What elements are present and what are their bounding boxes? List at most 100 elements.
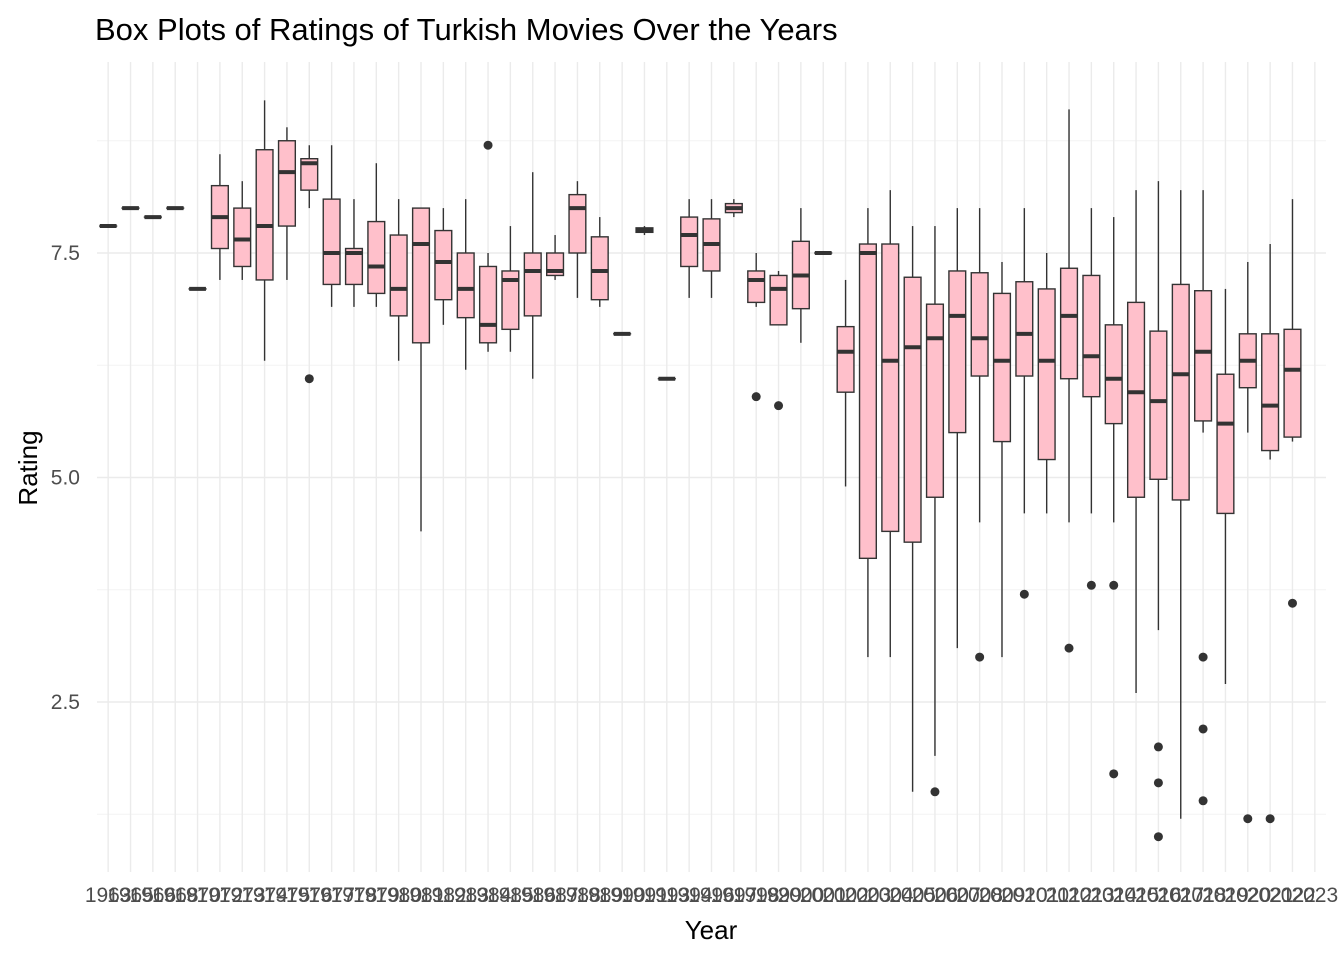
outlier-point	[1198, 652, 1208, 662]
box-2021	[1261, 244, 1280, 824]
iqr-box	[1171, 283, 1190, 501]
iqr-box	[836, 325, 855, 393]
iqr-box	[255, 149, 274, 281]
x-tick-label: 1978	[331, 884, 378, 907]
outlier-point	[774, 401, 784, 411]
outlier-point	[483, 140, 493, 150]
outlier-point	[1287, 598, 1297, 608]
box-2007	[948, 208, 967, 649]
iqr-box	[501, 270, 520, 331]
box-2016	[1149, 181, 1168, 842]
box-2019	[1216, 288, 1235, 685]
outlier-point	[1109, 769, 1119, 779]
iqr-box	[1194, 290, 1213, 422]
outlier-point	[751, 392, 761, 402]
iqr-box	[1216, 373, 1235, 515]
x-tick-label: 2002	[822, 884, 869, 907]
box-2018	[1194, 190, 1213, 806]
x-tick-label: 1994	[666, 884, 713, 907]
outlier-point	[1153, 832, 1163, 842]
iqr-box	[411, 207, 431, 344]
box-1976	[300, 145, 319, 384]
box-2015	[1126, 190, 1146, 694]
iqr-box	[1037, 288, 1056, 461]
iqr-box	[322, 198, 341, 286]
iqr-box	[1126, 301, 1146, 498]
iqr-box	[769, 274, 788, 326]
x-tick-label: 1993	[643, 884, 690, 907]
box-1973	[233, 181, 252, 280]
iqr-box	[590, 236, 609, 301]
box-2011	[1037, 253, 1056, 514]
box-plot-series	[99, 100, 1302, 842]
box-2014	[1104, 217, 1123, 779]
outlier-point	[1198, 796, 1208, 806]
iqr-box	[389, 234, 408, 317]
x-tick-label: 2014	[1090, 884, 1137, 907]
x-tick-label: 1975	[264, 884, 311, 907]
box-1996	[702, 199, 721, 298]
box-1991	[635, 226, 654, 236]
x-tick-label: 1984	[465, 884, 512, 907]
iqr-box	[925, 303, 945, 498]
outlier-point	[930, 787, 940, 797]
box-1988	[568, 181, 587, 298]
iqr-box	[903, 276, 922, 543]
x-tick-label: 2006	[912, 884, 959, 907]
x-tick-label: 2016	[1135, 884, 1182, 907]
x-tick-label: 1966	[130, 884, 177, 907]
x-tick-label: 2015	[1113, 884, 1160, 907]
iqr-box	[1104, 324, 1123, 425]
x-tick-label: 1963	[85, 884, 132, 907]
box-1972	[210, 154, 229, 280]
x-tick-label: 1983	[442, 884, 489, 907]
x-gridlines	[107, 62, 1316, 872]
x-tick-label: 2011	[1024, 884, 1069, 907]
y-tick-label: 2.5	[51, 691, 80, 714]
box-1983	[456, 199, 475, 370]
y-axis-title: Rating	[13, 430, 43, 505]
iqr-box	[970, 272, 989, 377]
x-tick-label: 1986	[509, 884, 556, 907]
outlier-point	[1198, 724, 1208, 734]
x-tick-label: 2022	[1269, 884, 1316, 907]
iqr-box	[948, 270, 967, 434]
outlier-point	[1086, 580, 1096, 590]
box-2004	[881, 190, 900, 658]
x-tick-label: 1981	[398, 884, 445, 907]
x-tick-label: 1987	[532, 884, 579, 907]
iqr-box	[1082, 274, 1101, 398]
outlier-point	[1153, 742, 1163, 752]
iqr-box	[367, 220, 386, 295]
outlier-point	[1019, 589, 1029, 599]
y-tick-label: 5.0	[51, 467, 80, 490]
x-tick-label: 1968	[152, 884, 199, 907]
x-tick-label: 1985	[487, 884, 534, 907]
iqr-box	[300, 158, 319, 191]
x-tick-label: 1972	[197, 884, 244, 907]
outlier-point	[1243, 814, 1253, 824]
iqr-box	[881, 243, 900, 533]
chart-title: Box Plots of Ratings of Turkish Movies O…	[95, 12, 838, 47]
iqr-box	[456, 252, 475, 319]
x-tick-label: 2019	[1202, 884, 1249, 907]
iqr-box	[858, 243, 877, 560]
outlier-point	[1153, 778, 1163, 788]
x-tick-label: 1989	[576, 884, 623, 907]
x-tick-label: 1988	[554, 884, 601, 907]
x-tick-label: 2023	[1291, 884, 1338, 907]
box-1987	[546, 235, 565, 280]
x-tick-label: 2020	[1224, 884, 1271, 907]
box-2003	[858, 208, 877, 658]
x-tick-label: 1979	[353, 884, 400, 907]
x-tick-label: 1970	[174, 884, 221, 907]
x-tick-label: 2021	[1247, 884, 1294, 907]
x-tick-label: 2010	[1001, 884, 1048, 907]
box-1997	[724, 199, 743, 218]
box-1978	[344, 199, 364, 307]
box-2009	[992, 261, 1012, 658]
x-tick-label: 2013	[1068, 884, 1115, 907]
x-tick-label: 2017	[1157, 884, 1204, 907]
box-1984	[478, 140, 498, 352]
